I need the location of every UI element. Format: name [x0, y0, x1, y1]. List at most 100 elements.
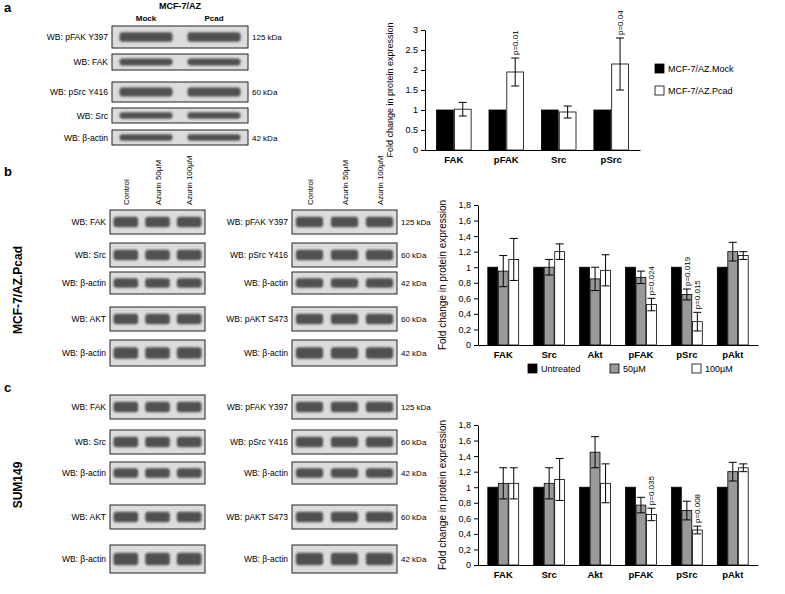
bar — [437, 110, 454, 150]
error-bar — [647, 508, 655, 520]
error-stem — [620, 38, 621, 90]
x-tick: pSrc — [601, 150, 622, 165]
blot-strip — [110, 307, 205, 331]
y-tick: 1,6 — [458, 216, 478, 226]
bar — [671, 487, 681, 565]
blot-band — [145, 217, 170, 228]
y-axis: 00.511.522.53 — [405, 25, 425, 155]
blot-strip — [292, 210, 397, 234]
y-tick-mark — [474, 534, 478, 535]
error-bar — [739, 252, 747, 260]
error-bar — [637, 271, 645, 283]
blot-band — [177, 437, 202, 448]
legend-item: 100µM — [692, 364, 733, 374]
y-tick: 0.5 — [405, 125, 425, 135]
y-tick-label: 1 — [466, 263, 471, 273]
bar — [647, 305, 657, 345]
bar — [544, 267, 554, 345]
y-tick-mark — [474, 283, 478, 284]
kda-label: 125 kDa — [401, 403, 431, 412]
error-stem — [515, 58, 516, 86]
y-tick-label: 0 — [466, 340, 471, 350]
x-tick-label: Akt — [587, 569, 603, 580]
p-value: p=0.01 — [511, 30, 520, 55]
y-tick-mark — [474, 205, 478, 206]
error-cap — [683, 289, 691, 290]
blot-strip — [112, 26, 248, 48]
blot-label: WB: FAK — [72, 402, 107, 412]
plot-area — [488, 437, 748, 565]
y-tick-mark — [421, 110, 425, 111]
blot-strip — [292, 545, 397, 573]
y-tick: 1 — [466, 263, 478, 273]
y-tick: 1,4 — [458, 451, 478, 461]
lane-label: Pcad — [204, 14, 223, 23]
kda-label: 60 kDa — [252, 88, 278, 97]
error-stem — [559, 458, 560, 500]
error-bar — [459, 102, 467, 116]
error-cap — [545, 259, 553, 260]
bar-chart: 00.511.522.53FAKpFAKSrcpSrcp=0.01p=0.04F… — [385, 10, 734, 166]
y-tick: 1,2 — [458, 247, 478, 257]
error-cap — [591, 467, 599, 468]
x-tick-label: pSrc — [601, 154, 622, 165]
x-tick: Src — [551, 150, 566, 165]
blot-band — [145, 402, 170, 413]
blot-band — [177, 553, 202, 565]
y-tick: 0,8 — [458, 498, 478, 508]
y-tick-mark — [474, 329, 478, 330]
bar — [626, 267, 636, 345]
blot-band — [145, 468, 170, 478]
blot-band — [113, 437, 138, 448]
error-cap — [511, 58, 519, 59]
y-axis-title: Fold change in protein expression — [437, 200, 448, 350]
error-bar — [545, 259, 553, 275]
y-tick: 0,4 — [458, 309, 478, 319]
blot-strip — [110, 340, 205, 366]
blot-band — [113, 217, 138, 228]
y-axis-line — [478, 426, 479, 566]
kda-label: 125 kDa — [252, 33, 282, 42]
blot-band — [331, 314, 358, 325]
blot-strip — [110, 395, 205, 419]
blot-strip — [110, 505, 205, 529]
y-tick-mark — [474, 565, 478, 566]
blot-strip — [292, 243, 397, 267]
blot-label: WB: Src — [75, 250, 107, 260]
blot-band — [113, 347, 138, 358]
kda-label: 60 kDa — [401, 251, 427, 260]
x-axis-line — [426, 150, 641, 151]
blot-band — [331, 250, 358, 261]
error-cap — [459, 116, 467, 117]
p-value: p=0.019 — [683, 256, 692, 286]
blot-label: WB: pSrc Y416 — [230, 250, 288, 260]
lane-label: Azurin 50µM — [341, 160, 350, 205]
error-cap — [602, 254, 610, 255]
legend-swatch — [610, 364, 619, 373]
blot-band — [366, 314, 393, 325]
error-bar — [616, 38, 624, 90]
y-axis: 00,20,40,60,811,21,41,61,8 — [458, 420, 478, 570]
legend-swatch — [692, 364, 701, 373]
panel-letter: a — [4, 0, 12, 15]
legend-label: MCF-7/AZ.Pcad — [668, 86, 733, 96]
blot-band — [331, 402, 358, 413]
y-tick-mark — [474, 267, 478, 268]
bar — [738, 468, 748, 565]
bar — [488, 487, 498, 565]
blot-label: WB: β-actin — [62, 348, 106, 358]
error-cap — [647, 310, 655, 311]
blot-band — [145, 512, 170, 523]
blot-band — [113, 250, 138, 261]
p-value: p=0.04 — [616, 10, 625, 35]
error-cap — [499, 286, 507, 287]
bar — [580, 267, 590, 345]
error-cap — [647, 298, 655, 299]
y-tick: 3 — [413, 25, 425, 35]
error-cap — [499, 255, 507, 256]
y-tick: 0 — [466, 560, 478, 570]
y-tick-mark — [474, 221, 478, 222]
error-stem — [732, 462, 733, 481]
error-bar — [556, 244, 564, 260]
error-cap — [693, 312, 701, 313]
